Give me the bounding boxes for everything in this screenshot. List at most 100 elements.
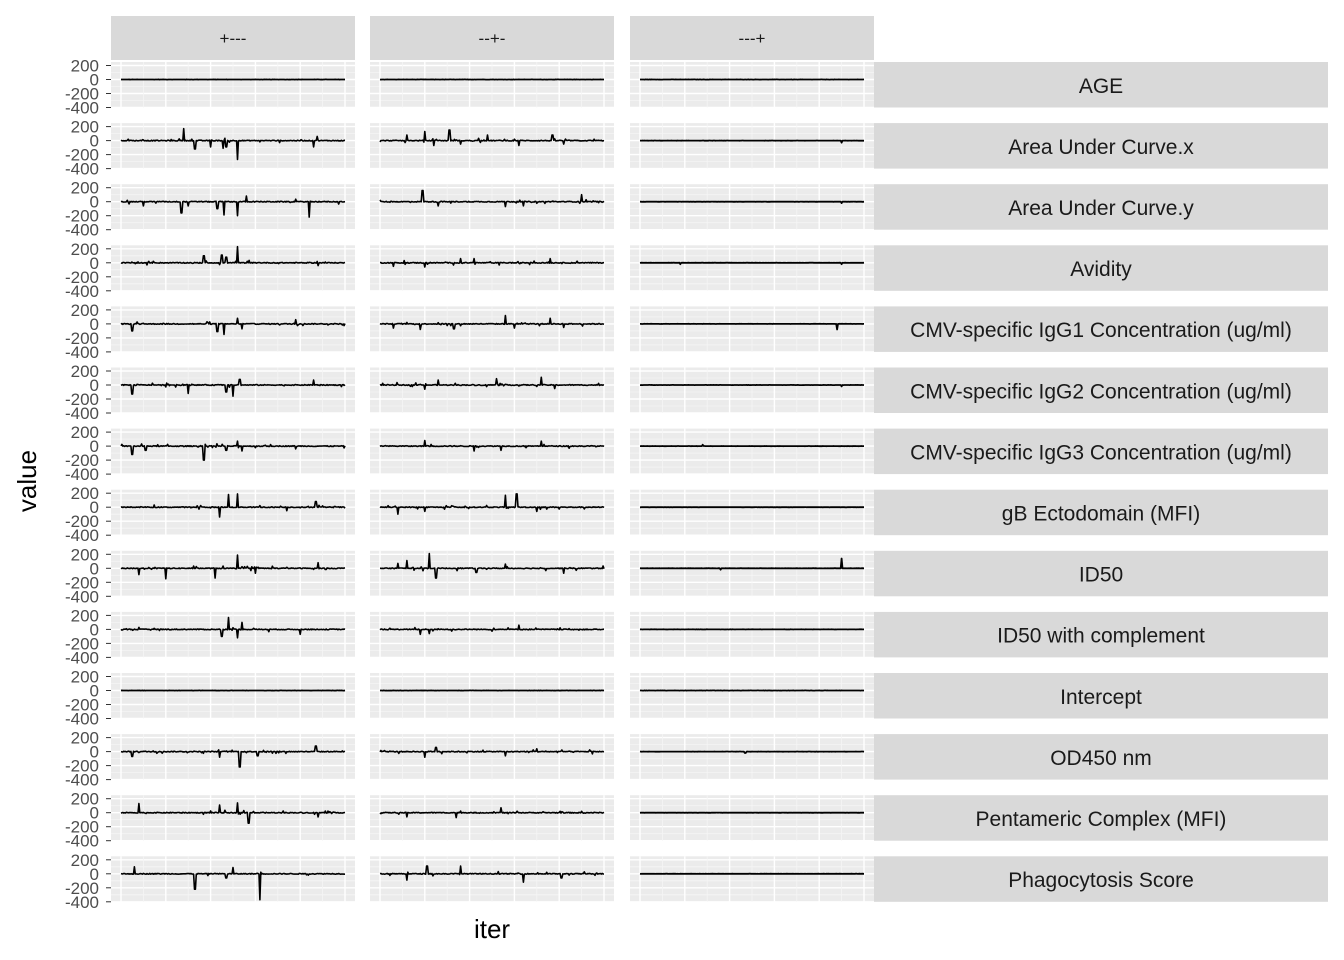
y-tick-label: -400	[65, 893, 99, 912]
facet-panel	[630, 184, 874, 231]
y-tick-label: 200	[71, 179, 99, 198]
y-tick-label: 0	[90, 254, 99, 273]
row-strip	[874, 62, 1328, 108]
series-line	[640, 383, 865, 388]
series-line	[639, 261, 865, 266]
y-tick-label: -400	[65, 771, 99, 790]
series-line	[639, 557, 864, 571]
facet-panel	[630, 673, 874, 720]
series-line	[120, 317, 346, 336]
facet-panel	[111, 245, 355, 292]
series-line	[380, 257, 604, 268]
row-strip	[874, 795, 1328, 841]
facet-panel	[370, 123, 614, 170]
y-tick-label: 0	[90, 804, 99, 823]
y-tick-label: -200	[65, 207, 99, 226]
series-line	[120, 616, 346, 639]
series-line	[120, 195, 346, 218]
y-tick-label: -400	[65, 832, 99, 851]
y-tick-label: 200	[71, 851, 99, 870]
series-line	[120, 378, 346, 398]
y-tick-label: -200	[65, 390, 99, 409]
series-line	[120, 493, 346, 518]
y-tick-label: -200	[65, 146, 99, 165]
column-strips: +--- --+- ---+	[111, 16, 874, 60]
series-line	[379, 129, 605, 147]
row-strip	[874, 123, 1328, 169]
row-strip	[874, 489, 1328, 536]
row-strip	[874, 367, 1328, 413]
y-tick-label: -400	[65, 343, 99, 362]
y-tick-label: 0	[90, 315, 99, 334]
facet-panel	[630, 550, 874, 597]
facet-panel	[370, 245, 614, 292]
series-line	[379, 189, 605, 208]
y-tick-label: 200	[71, 301, 99, 320]
row-strip	[874, 734, 1328, 780]
y-tick-label: -200	[65, 268, 99, 287]
row-strips: AGE Area Under Curve.x Area Under Curve.y A…	[874, 62, 1328, 902]
series-line	[120, 802, 346, 825]
row-strip-label: ID50	[1079, 564, 1123, 587]
series-line	[379, 314, 605, 331]
x-axis-title: iter	[474, 914, 510, 944]
row-strip-label: OD450 nm	[1050, 747, 1152, 770]
row-strip-label: gB Ectodomain (MFI)	[1002, 502, 1200, 525]
facet-panel	[370, 367, 614, 414]
y-tick-label: -400	[65, 99, 99, 118]
y-tick-label: -400	[65, 160, 99, 179]
facet-panel	[111, 62, 355, 109]
y-tick-label: -400	[65, 465, 99, 484]
facet-panel	[630, 245, 874, 292]
facet-panel	[370, 734, 614, 781]
y-tick-label: 0	[90, 376, 99, 395]
y-tick-label: 200	[71, 118, 99, 137]
facet-panel	[111, 367, 355, 414]
facet-panel	[630, 306, 874, 353]
y-tick-label: 200	[71, 545, 99, 564]
row-strip-label: Area Under Curve.x	[1008, 136, 1194, 159]
facet-panel	[370, 62, 614, 109]
series-line	[640, 322, 864, 331]
row-strip	[874, 306, 1328, 352]
facet-panel	[111, 489, 355, 536]
series-line	[379, 746, 605, 759]
series-line	[639, 750, 865, 754]
facet-panel	[630, 611, 874, 659]
facet-panel	[111, 428, 355, 475]
row-strip-label: Area Under Curve.y	[1008, 197, 1194, 220]
y-tick-label: -200	[65, 879, 99, 898]
facet-panel	[630, 856, 874, 903]
facet-panel	[370, 673, 614, 720]
y-tick-label: -400	[65, 587, 99, 606]
row-strip-label: AGE	[1079, 75, 1123, 98]
y-tick-label: 0	[90, 682, 99, 701]
facet-panel	[370, 856, 614, 903]
y-tick-label: 0	[90, 743, 99, 762]
facet-panel	[111, 550, 355, 597]
y-tick-label: 200	[71, 729, 99, 748]
y-tick-label: -400	[65, 221, 99, 240]
y-tick-label: 200	[71, 606, 99, 625]
row-strip	[874, 611, 1328, 658]
series-line	[379, 439, 605, 452]
series-line	[640, 443, 864, 448]
y-axes: 2000-200-4002000-200-4002000-200-4002000…	[65, 57, 111, 912]
series-line	[120, 865, 346, 901]
y-tick-label: -200	[65, 818, 99, 837]
y-tick-label: -400	[65, 648, 99, 667]
facet-panel	[370, 306, 614, 353]
series-line	[380, 552, 605, 579]
facet-panel	[370, 795, 614, 842]
facet-panel	[370, 184, 614, 231]
y-tick-label: -400	[65, 282, 99, 301]
y-tick-label: -200	[65, 512, 99, 531]
row-strip	[874, 428, 1328, 475]
y-tick-label: 200	[71, 240, 99, 259]
y-tick-label: 0	[90, 498, 99, 517]
facet-panel	[111, 184, 355, 231]
facet-panel	[370, 428, 614, 475]
facet-panel	[111, 795, 355, 842]
facet-panel	[630, 62, 874, 109]
